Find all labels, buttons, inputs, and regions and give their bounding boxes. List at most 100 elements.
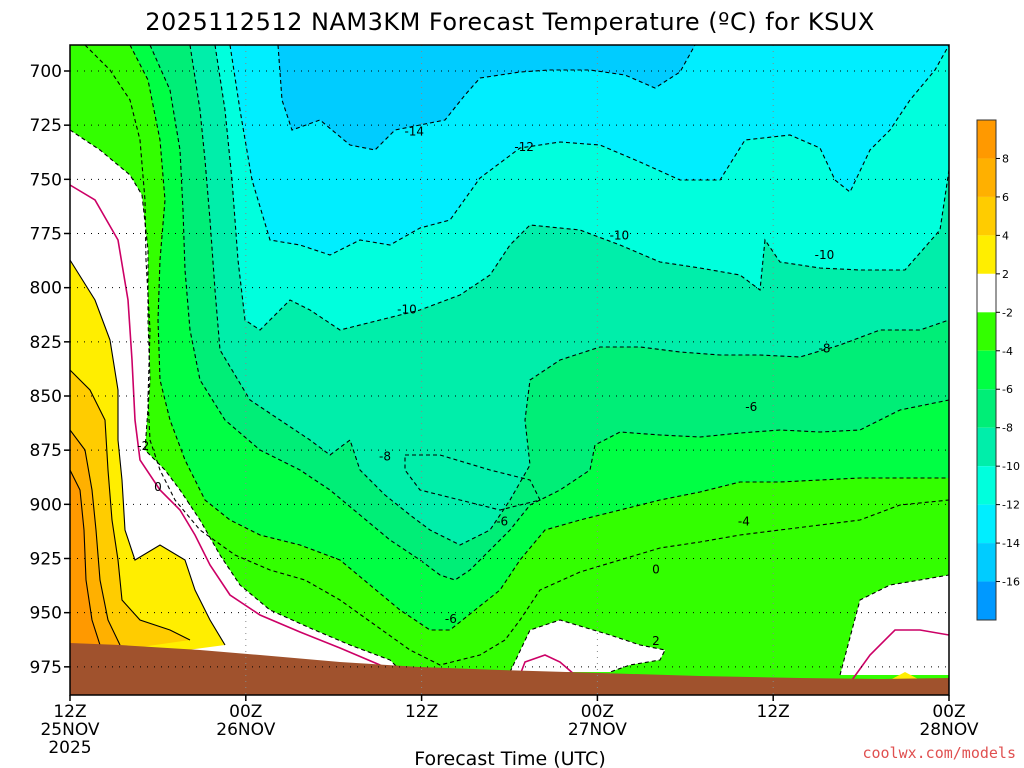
y-tick-label: 775: [30, 225, 62, 245]
y-axis: 700 725 750 775 800 825 850 875 900 925 950 975: [30, 62, 70, 678]
colorbar-swatch: [977, 273, 996, 313]
grid-lines: [70, 45, 949, 695]
band-minus2-to-2-middle: [510, 620, 665, 672]
colorbar-label: -8: [1002, 422, 1013, 435]
y-tick-label: 750: [30, 170, 62, 190]
contour-minus8-island: [404, 454, 541, 511]
colorbar-label: -14: [1002, 537, 1020, 550]
positive-contours: [70, 259, 226, 646]
contour-label: -6: [745, 400, 757, 414]
band-minus16-to-minus14: [278, 45, 695, 150]
contour-plus8: [70, 469, 101, 646]
colorbar-label: -2: [1002, 306, 1013, 319]
contour-labels: -14 -12 -10 -10 -10 -8 -8 -6 -6 -6 -4 -2 0 2 0: [137, 125, 835, 648]
colorbar-swatch: [977, 235, 996, 274]
band-2-to-4-right: [890, 672, 920, 680]
x-tick-label-line2: 26NOV: [216, 720, 275, 740]
colorbar-label: -4: [1002, 345, 1013, 358]
x-tick-label-line1: 00Z: [229, 702, 262, 722]
colorbar-swatch: [977, 504, 996, 544]
colorbar-label: 4: [1002, 229, 1009, 242]
contour-minus2: [70, 129, 401, 671]
y-tick-label: 950: [30, 604, 62, 624]
contour-minus16: [277, 45, 696, 151]
colorbar-frame: [976, 119, 997, 621]
colorbar-swatch: [977, 543, 996, 582]
colorbar-swatch: [977, 389, 996, 428]
x-tick-label-line2: 25NOV: [40, 720, 99, 740]
x-tick-label-line1: 12Z: [53, 702, 86, 722]
colorbar-swatch: [977, 466, 996, 505]
x-tick-label-line1: 00Z: [581, 702, 614, 722]
band-minus2-to-2-left: [70, 130, 400, 670]
contour-plus4: [70, 369, 191, 641]
band-minus2-to-2-right: [840, 575, 949, 675]
colorbar-swatch: [977, 196, 996, 236]
contour-minus2-right: [839, 574, 949, 676]
contour-label: -10: [397, 302, 417, 316]
contour-minus12: [214, 45, 949, 331]
negative-contours: [70, 45, 949, 676]
contour-label: -6: [445, 612, 457, 626]
contour-label: -6: [496, 515, 508, 529]
contour-minus4: [84, 45, 949, 666]
colorbar: 8 6 4 2 -2 -4 -6 -8 -10 -12 -14 -16: [976, 119, 1020, 621]
colorbar-swatch: [977, 581, 996, 620]
x-tick-label-line3: 2025: [48, 738, 91, 758]
contour-label: -4: [738, 515, 750, 529]
y-tick-label: 700: [30, 62, 62, 82]
y-tick-label: 800: [30, 279, 62, 299]
y-tick-label: 875: [30, 441, 62, 461]
y-tick-label: 975: [30, 658, 62, 678]
colorbar-swatch: [977, 312, 996, 351]
colorbar-label: -6: [1002, 383, 1013, 396]
contour-label: -2: [137, 439, 149, 453]
y-tick-label: 900: [30, 495, 62, 515]
contour-label: -8: [379, 450, 391, 464]
contour-label: -14: [404, 125, 424, 139]
contour-minus14: [229, 45, 949, 256]
contour-zero-left: [70, 184, 396, 676]
x-tick-label-line2: 28NOV: [919, 720, 978, 740]
colorbar-swatch: [977, 427, 996, 467]
chart-title: 2025112512 NAM3KM Forecast Temperature (…: [145, 8, 875, 36]
contour-label: 2: [652, 634, 660, 648]
credit-text: coolwx.com/models: [862, 744, 1016, 762]
colorbar-label: -16: [1002, 576, 1020, 589]
zero-contours: [70, 184, 949, 681]
colorbar-label: -10: [1002, 460, 1020, 473]
contour-label: -10: [815, 248, 835, 262]
contour-minus8: [149, 45, 949, 581]
contour-label: -8: [818, 341, 830, 355]
contour-minus10: [189, 45, 949, 546]
x-tick-label-line1: 12Z: [757, 702, 790, 722]
contour-label: -10: [610, 229, 630, 243]
plot-area: [70, 45, 949, 695]
contour-label: 0: [154, 480, 162, 494]
colorbar-swatch: [977, 120, 996, 159]
contour-minus6: [129, 45, 949, 631]
contour-label: 0: [652, 562, 660, 576]
x-tick-label-line2: 27NOV: [568, 720, 627, 740]
x-tick-label-line1: 12Z: [405, 702, 438, 722]
y-tick-label: 825: [30, 333, 62, 353]
plot-frame: [69, 44, 950, 696]
colorbar-label: 2: [1002, 268, 1009, 281]
x-tick-label-line1: 00Z: [932, 702, 965, 722]
contour-zero-right: [851, 629, 949, 681]
terrain-ground: [70, 643, 949, 695]
colorbar-label: 8: [1002, 152, 1009, 165]
x-axis-label: Forecast Time (UTC): [414, 748, 605, 768]
y-tick-label: 925: [30, 550, 62, 570]
colorbar-label: 6: [1002, 191, 1009, 204]
contour-zero-middle: [519, 654, 576, 676]
y-tick-label: 850: [30, 387, 62, 407]
contour-minus2-middle: [509, 619, 666, 673]
contour-label: -12: [514, 140, 534, 154]
colorbar-swatch: [977, 350, 996, 390]
colorbar-swatch: [977, 158, 996, 197]
colorbar-label: -12: [1002, 499, 1020, 512]
contour-plus2: [70, 259, 226, 646]
